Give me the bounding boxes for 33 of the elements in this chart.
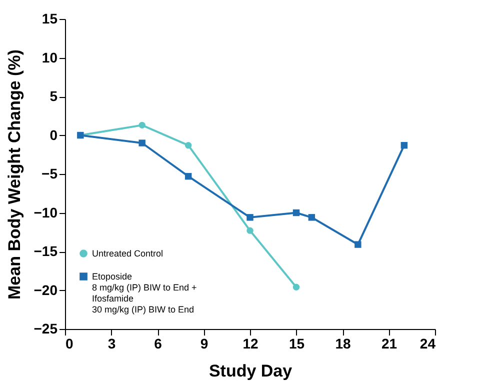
point [184, 172, 192, 180]
y-tick-label: 5 [50, 88, 58, 104]
y-tick-label: 0 [50, 126, 58, 143]
point [400, 142, 408, 149]
point [246, 227, 254, 234]
x-tick-label: 6 [154, 336, 162, 352]
legend-label: Untreated Control [92, 248, 164, 258]
x-tick-label: 9 [200, 336, 208, 352]
point [308, 214, 316, 221]
y-tick-label: 15 [42, 10, 58, 26]
x-tick-label: 3 [108, 336, 116, 352]
point [138, 122, 146, 129]
x-tick-label: 0 [66, 336, 74, 352]
point [138, 140, 146, 146]
point [354, 241, 362, 248]
y-tick-label: −20 [34, 282, 58, 298]
y-tick-label: −5 [42, 166, 58, 182]
x-axis-title: Study Day [208, 362, 293, 380]
x-tick-label: 18 [335, 336, 351, 352]
point [292, 284, 300, 290]
y-tick-label: 10 [42, 49, 58, 66]
y-tick-label: −10 [34, 204, 58, 220]
y-axis-title: Mean Body Weight Change (%) [4, 50, 24, 300]
legend-label: Etoposide 8 mg/kg (IP) BIW to End + Ifosfamide 30 mg/kg (IP) BIW to End [92, 272, 197, 314]
x-tick-label: 24 [420, 336, 436, 352]
y-tick-label: −15 [34, 243, 58, 259]
x-tick-label: 21 [381, 336, 398, 352]
x-tick-label: 12 [242, 336, 258, 352]
x-tick-label: 15 [288, 336, 305, 352]
point [292, 209, 300, 216]
y-tick-label: −25 [34, 320, 58, 336]
point [184, 142, 192, 149]
point [246, 214, 254, 221]
